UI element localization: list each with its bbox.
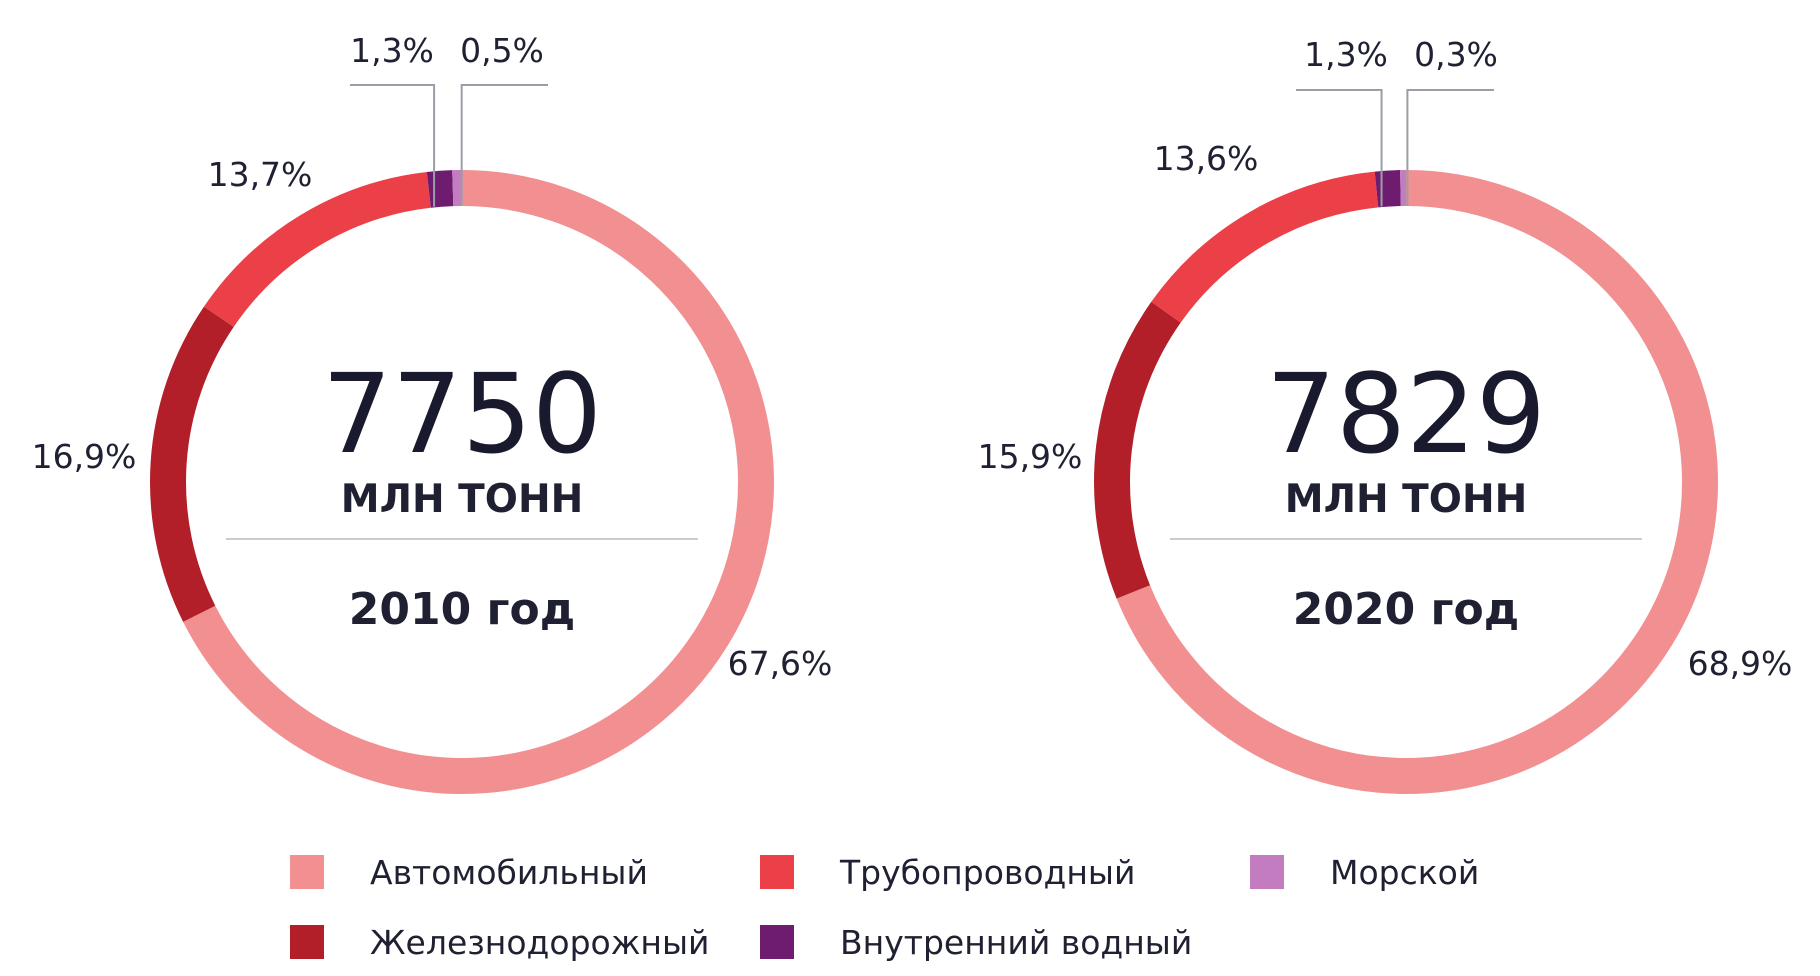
value-label-pipeline: 13,7% <box>208 155 313 194</box>
legend-swatch-inland <box>760 925 794 959</box>
leader-line-inland <box>350 84 436 207</box>
legend-item-road: Автомобильный <box>290 852 648 892</box>
year-label: 2020 год <box>1293 584 1520 635</box>
legend-item-sea: Морской <box>1250 852 1479 892</box>
total-unit: МЛН ТОНН <box>1285 477 1527 522</box>
legend-label-inland: Внутренний водный <box>840 922 1193 962</box>
total-value: 7750 <box>322 350 602 478</box>
slice-pipeline <box>1151 171 1379 323</box>
value-label-pipeline: 13,6% <box>1154 139 1259 178</box>
legend-swatch-road <box>290 855 324 889</box>
slice-rail <box>1094 301 1181 599</box>
value-label-road: 67,6% <box>728 644 833 683</box>
value-label-rail: 16,9% <box>32 437 137 476</box>
slice-pipeline <box>203 171 432 328</box>
legend-item-rail: Железнодорожный <box>290 922 710 962</box>
year-label: 2010 год <box>349 584 576 635</box>
legend-item-inland: Внутренний водный <box>760 922 1192 962</box>
slice-inland <box>1374 170 1401 208</box>
slice-road <box>1116 170 1718 794</box>
value-label-sea: 0,5% <box>460 31 544 70</box>
value-label-rail: 15,9% <box>978 437 1083 476</box>
legend-label-sea: Морской <box>1330 852 1480 892</box>
slice-inland <box>426 170 454 208</box>
value-label-road: 68,9% <box>1688 644 1793 683</box>
leader-line-sea <box>1406 89 1494 207</box>
legend-label-rail: Железнодорожный <box>370 922 710 962</box>
legend: Автомобильный Трубопроводный Морской Жел… <box>290 852 1550 972</box>
value-label-sea: 0,3% <box>1414 35 1498 74</box>
legend-label-pipeline: Трубопроводный <box>840 852 1136 892</box>
legend-swatch-pipeline <box>760 855 794 889</box>
value-label-inland: 1,3% <box>350 31 434 70</box>
legend-item-pipeline: Трубопроводный <box>760 852 1135 892</box>
total-value: 7829 <box>1266 350 1546 478</box>
legend-swatch-sea <box>1250 855 1284 889</box>
leader-line-inland <box>1296 89 1383 207</box>
total-unit: МЛН ТОНН <box>341 477 583 522</box>
legend-swatch-rail <box>290 925 324 959</box>
slice-road <box>183 170 774 794</box>
leader-line-sea <box>460 84 548 207</box>
slice-rail <box>150 306 234 622</box>
value-label-inland: 1,3% <box>1304 35 1388 74</box>
legend-label-road: Автомобильный <box>370 852 648 892</box>
